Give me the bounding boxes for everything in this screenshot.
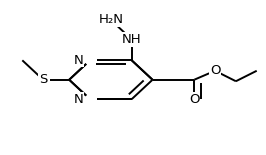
Text: S: S (39, 73, 47, 86)
Text: N: N (74, 93, 84, 106)
Text: O: O (210, 64, 220, 77)
Text: NH: NH (122, 33, 142, 46)
Text: O: O (189, 93, 200, 106)
Text: N: N (74, 54, 84, 67)
Text: H₂N: H₂N (98, 13, 123, 27)
